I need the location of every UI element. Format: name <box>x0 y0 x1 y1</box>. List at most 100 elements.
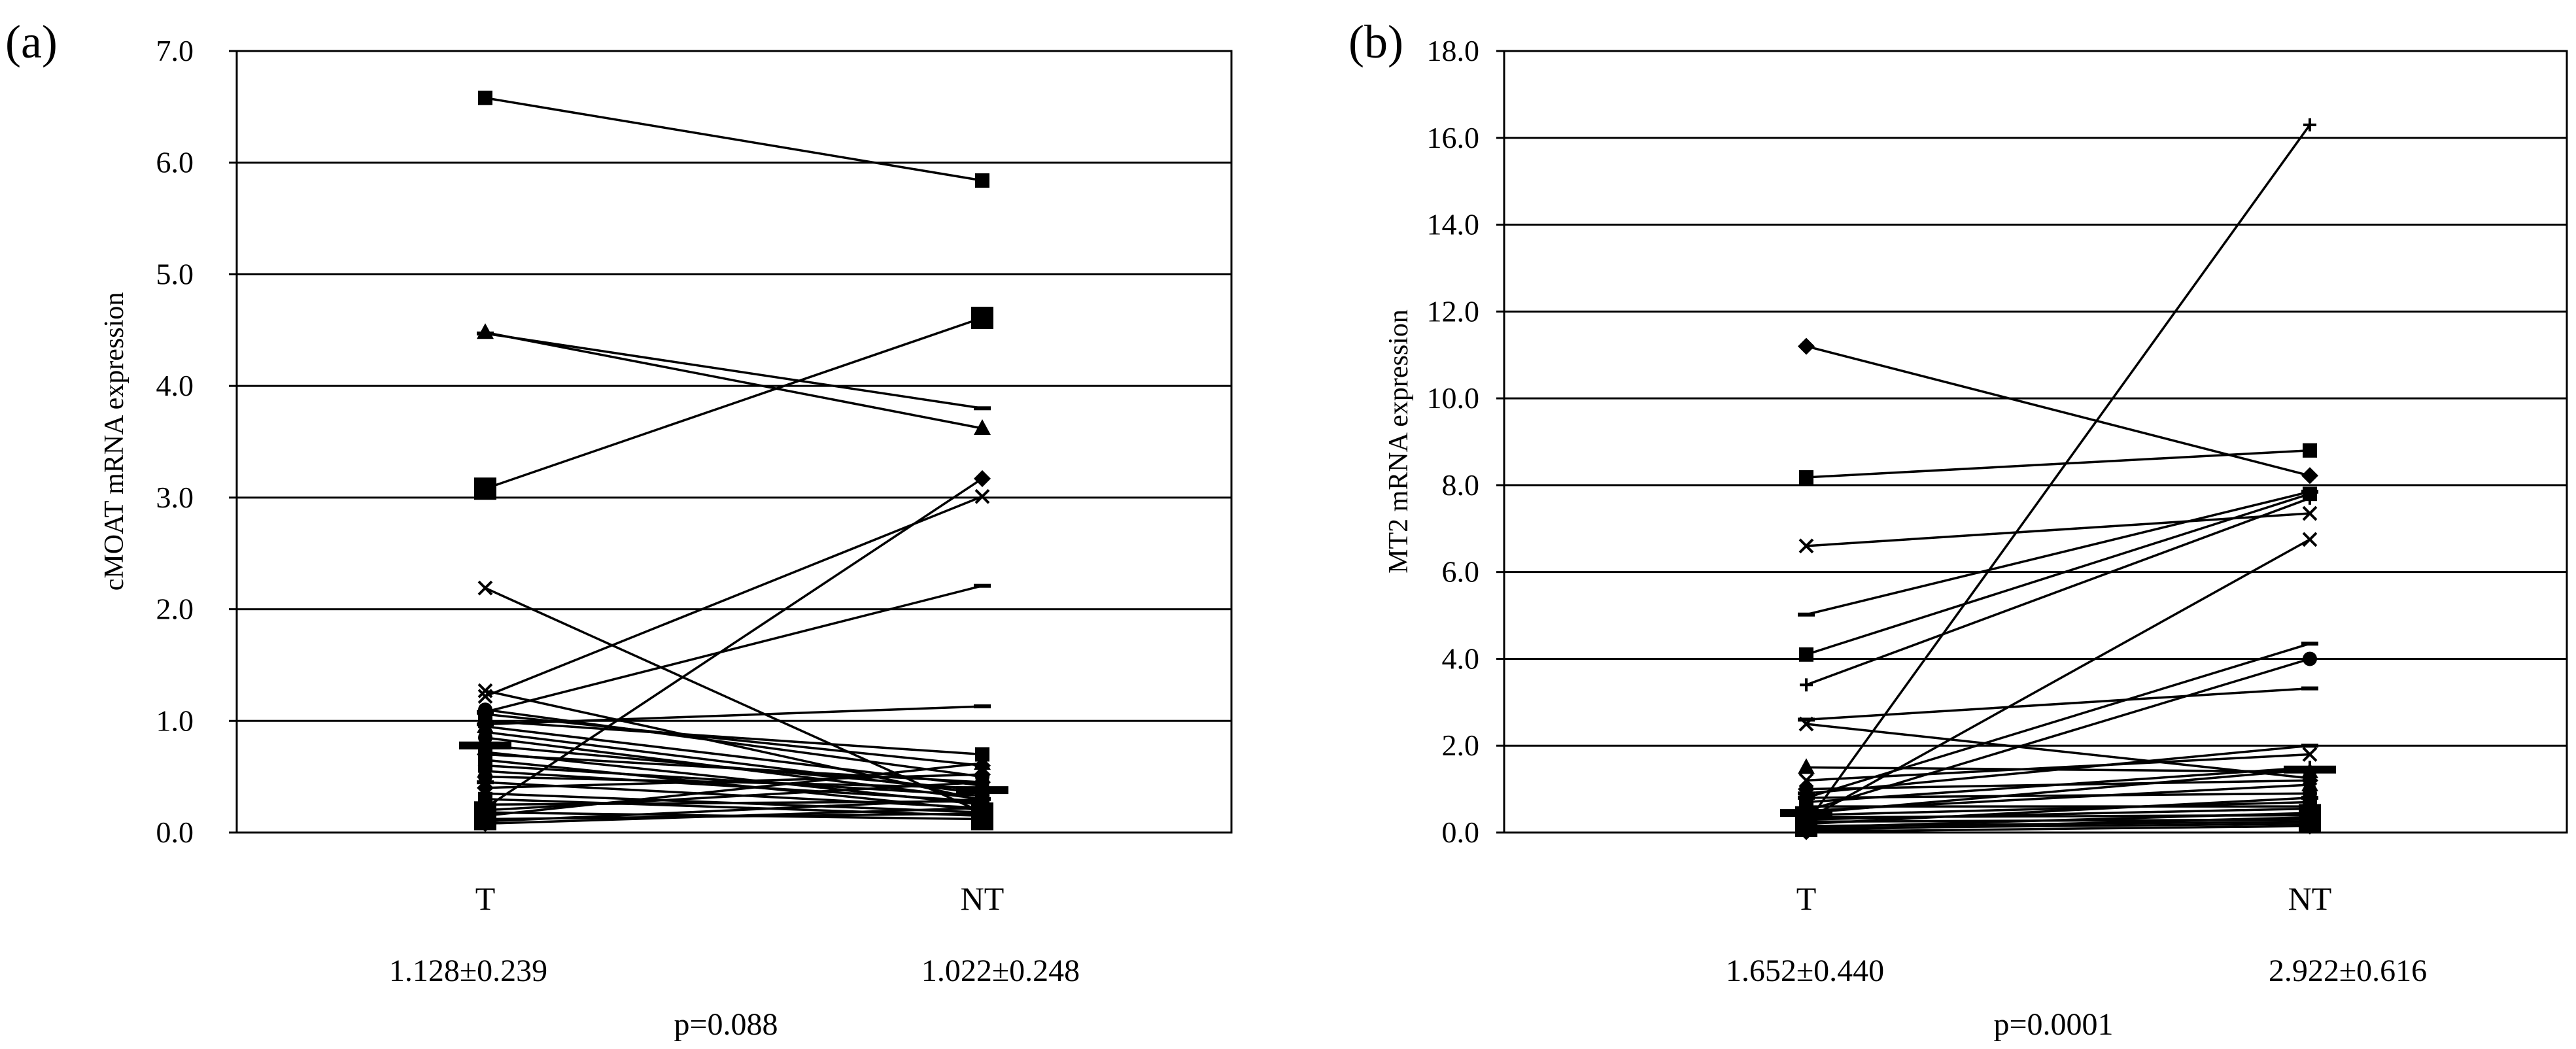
stat-label: 1.022±0.248 <box>921 954 1080 988</box>
square-marker <box>2303 443 2317 458</box>
bigdash-marker <box>2284 765 2336 774</box>
series-line <box>1806 768 2310 814</box>
y-axis-label: MT2 mRNA expression <box>1384 309 1414 574</box>
series-line <box>485 331 983 430</box>
series-line <box>1806 723 2310 780</box>
series-line <box>485 773 983 789</box>
y-tick-label: 12.0 <box>1427 294 1480 328</box>
series-line <box>1806 812 2310 829</box>
stat-label: 2.922±0.616 <box>2269 954 2427 988</box>
y-tick-label: 4.0 <box>156 369 194 402</box>
y-tick-label: 16.0 <box>1427 121 1480 154</box>
y-tick-label: 0.0 <box>156 816 194 849</box>
bigsquare-marker <box>474 477 496 500</box>
x-category-label: NT <box>961 880 1005 917</box>
diamond-marker <box>1798 337 1815 355</box>
x-category-label: T <box>475 880 496 917</box>
diamond-marker <box>477 815 494 833</box>
series-line <box>485 96 983 182</box>
triangle-marker <box>477 323 494 339</box>
x-marker-stroke <box>477 683 493 698</box>
panel-label: (b) <box>1348 16 1403 68</box>
x-marker <box>1798 716 1814 732</box>
series-line <box>485 317 983 490</box>
series-line <box>485 719 983 756</box>
series-line <box>485 806 983 825</box>
plus-marker <box>2303 118 2316 131</box>
y-tick-label: 4.0 <box>1442 642 1480 675</box>
series-line <box>1806 492 2310 656</box>
x-marker-stroke <box>2302 532 2318 547</box>
x-marker-stroke <box>2302 506 2318 521</box>
diamond-marker <box>2301 817 2318 835</box>
series-line <box>485 713 983 767</box>
series-line <box>485 708 983 778</box>
series-line <box>1806 800 2310 817</box>
triangle-marker <box>2301 775 2318 791</box>
series-line <box>1806 642 2310 799</box>
plot-frame <box>1503 50 2568 834</box>
x-marker <box>477 580 493 596</box>
triangle-marker <box>1798 758 1815 774</box>
dash-marker <box>974 406 991 411</box>
series-line <box>1806 687 2310 721</box>
series-line <box>1806 345 2310 477</box>
series-line <box>1806 825 2310 833</box>
y-tick-label: 18.0 <box>1427 34 1480 67</box>
stat-label: 1.652±0.440 <box>1726 954 1884 988</box>
plus-marker <box>1800 678 1813 692</box>
circle-marker <box>478 730 492 745</box>
square-marker <box>1799 470 1813 485</box>
series-line <box>1806 797 2310 825</box>
p-value-label: p=0.0001 <box>1993 1007 2113 1042</box>
dash-marker <box>974 583 991 588</box>
p-value-label: p=0.088 <box>674 1007 778 1042</box>
square-marker <box>1799 647 1813 662</box>
series-line <box>485 798 983 823</box>
x-marker-stroke <box>1798 772 1814 788</box>
triangle-marker <box>974 419 991 436</box>
series-line <box>1806 753 2310 782</box>
circle-marker <box>478 769 492 784</box>
plus-marker <box>2303 491 2316 505</box>
series-line <box>1806 449 2310 479</box>
x-marker-stroke <box>1798 538 1814 554</box>
series-line <box>1806 766 2310 804</box>
series-line <box>1806 744 2310 795</box>
dash-marker <box>1798 612 1815 617</box>
series-line <box>1806 497 2310 686</box>
series-line <box>1806 512 2310 547</box>
x-category-label: NT <box>2288 880 2332 917</box>
y-tick-label: 3.0 <box>156 481 194 514</box>
panel-b: 0.0 2.0 4.0 6.0 8.0 10.0 12.0 14.0 16.0 18.0 MT2 m… <box>1348 16 2568 1042</box>
diamond-marker <box>974 799 991 817</box>
x-marker <box>974 489 990 504</box>
panel-label: (a) <box>5 16 58 68</box>
series-line <box>485 495 983 698</box>
x-marker <box>1798 772 1814 788</box>
x-marker-stroke <box>1798 716 1814 732</box>
y-tick-label: 2.0 <box>156 593 194 626</box>
diamond-marker <box>974 470 991 487</box>
diamond-marker <box>1798 823 1815 840</box>
dash-marker <box>1798 717 1815 722</box>
y-tick-label: 7.0 <box>156 34 194 67</box>
x-marker-stroke <box>974 489 990 504</box>
y-tick-label: 2.0 <box>1442 729 1480 762</box>
dash-marker <box>2301 744 2318 748</box>
series-group <box>459 90 1008 833</box>
dash-marker <box>974 797 991 801</box>
y-tick-label: 14.0 <box>1427 208 1480 241</box>
dash-marker <box>2301 642 2318 646</box>
series-line <box>1806 807 2310 821</box>
diamond-marker <box>2301 467 2318 485</box>
y-axis-label: cMOAT mRNA expression <box>99 292 129 591</box>
y-tick-label: 5.0 <box>156 257 194 290</box>
series-line <box>485 770 983 802</box>
series-line <box>1805 124 2311 825</box>
y-tick-label: 0.0 <box>1442 816 1480 849</box>
series-line <box>485 332 983 410</box>
x-marker <box>1798 538 1814 554</box>
triangle-marker <box>477 717 494 733</box>
